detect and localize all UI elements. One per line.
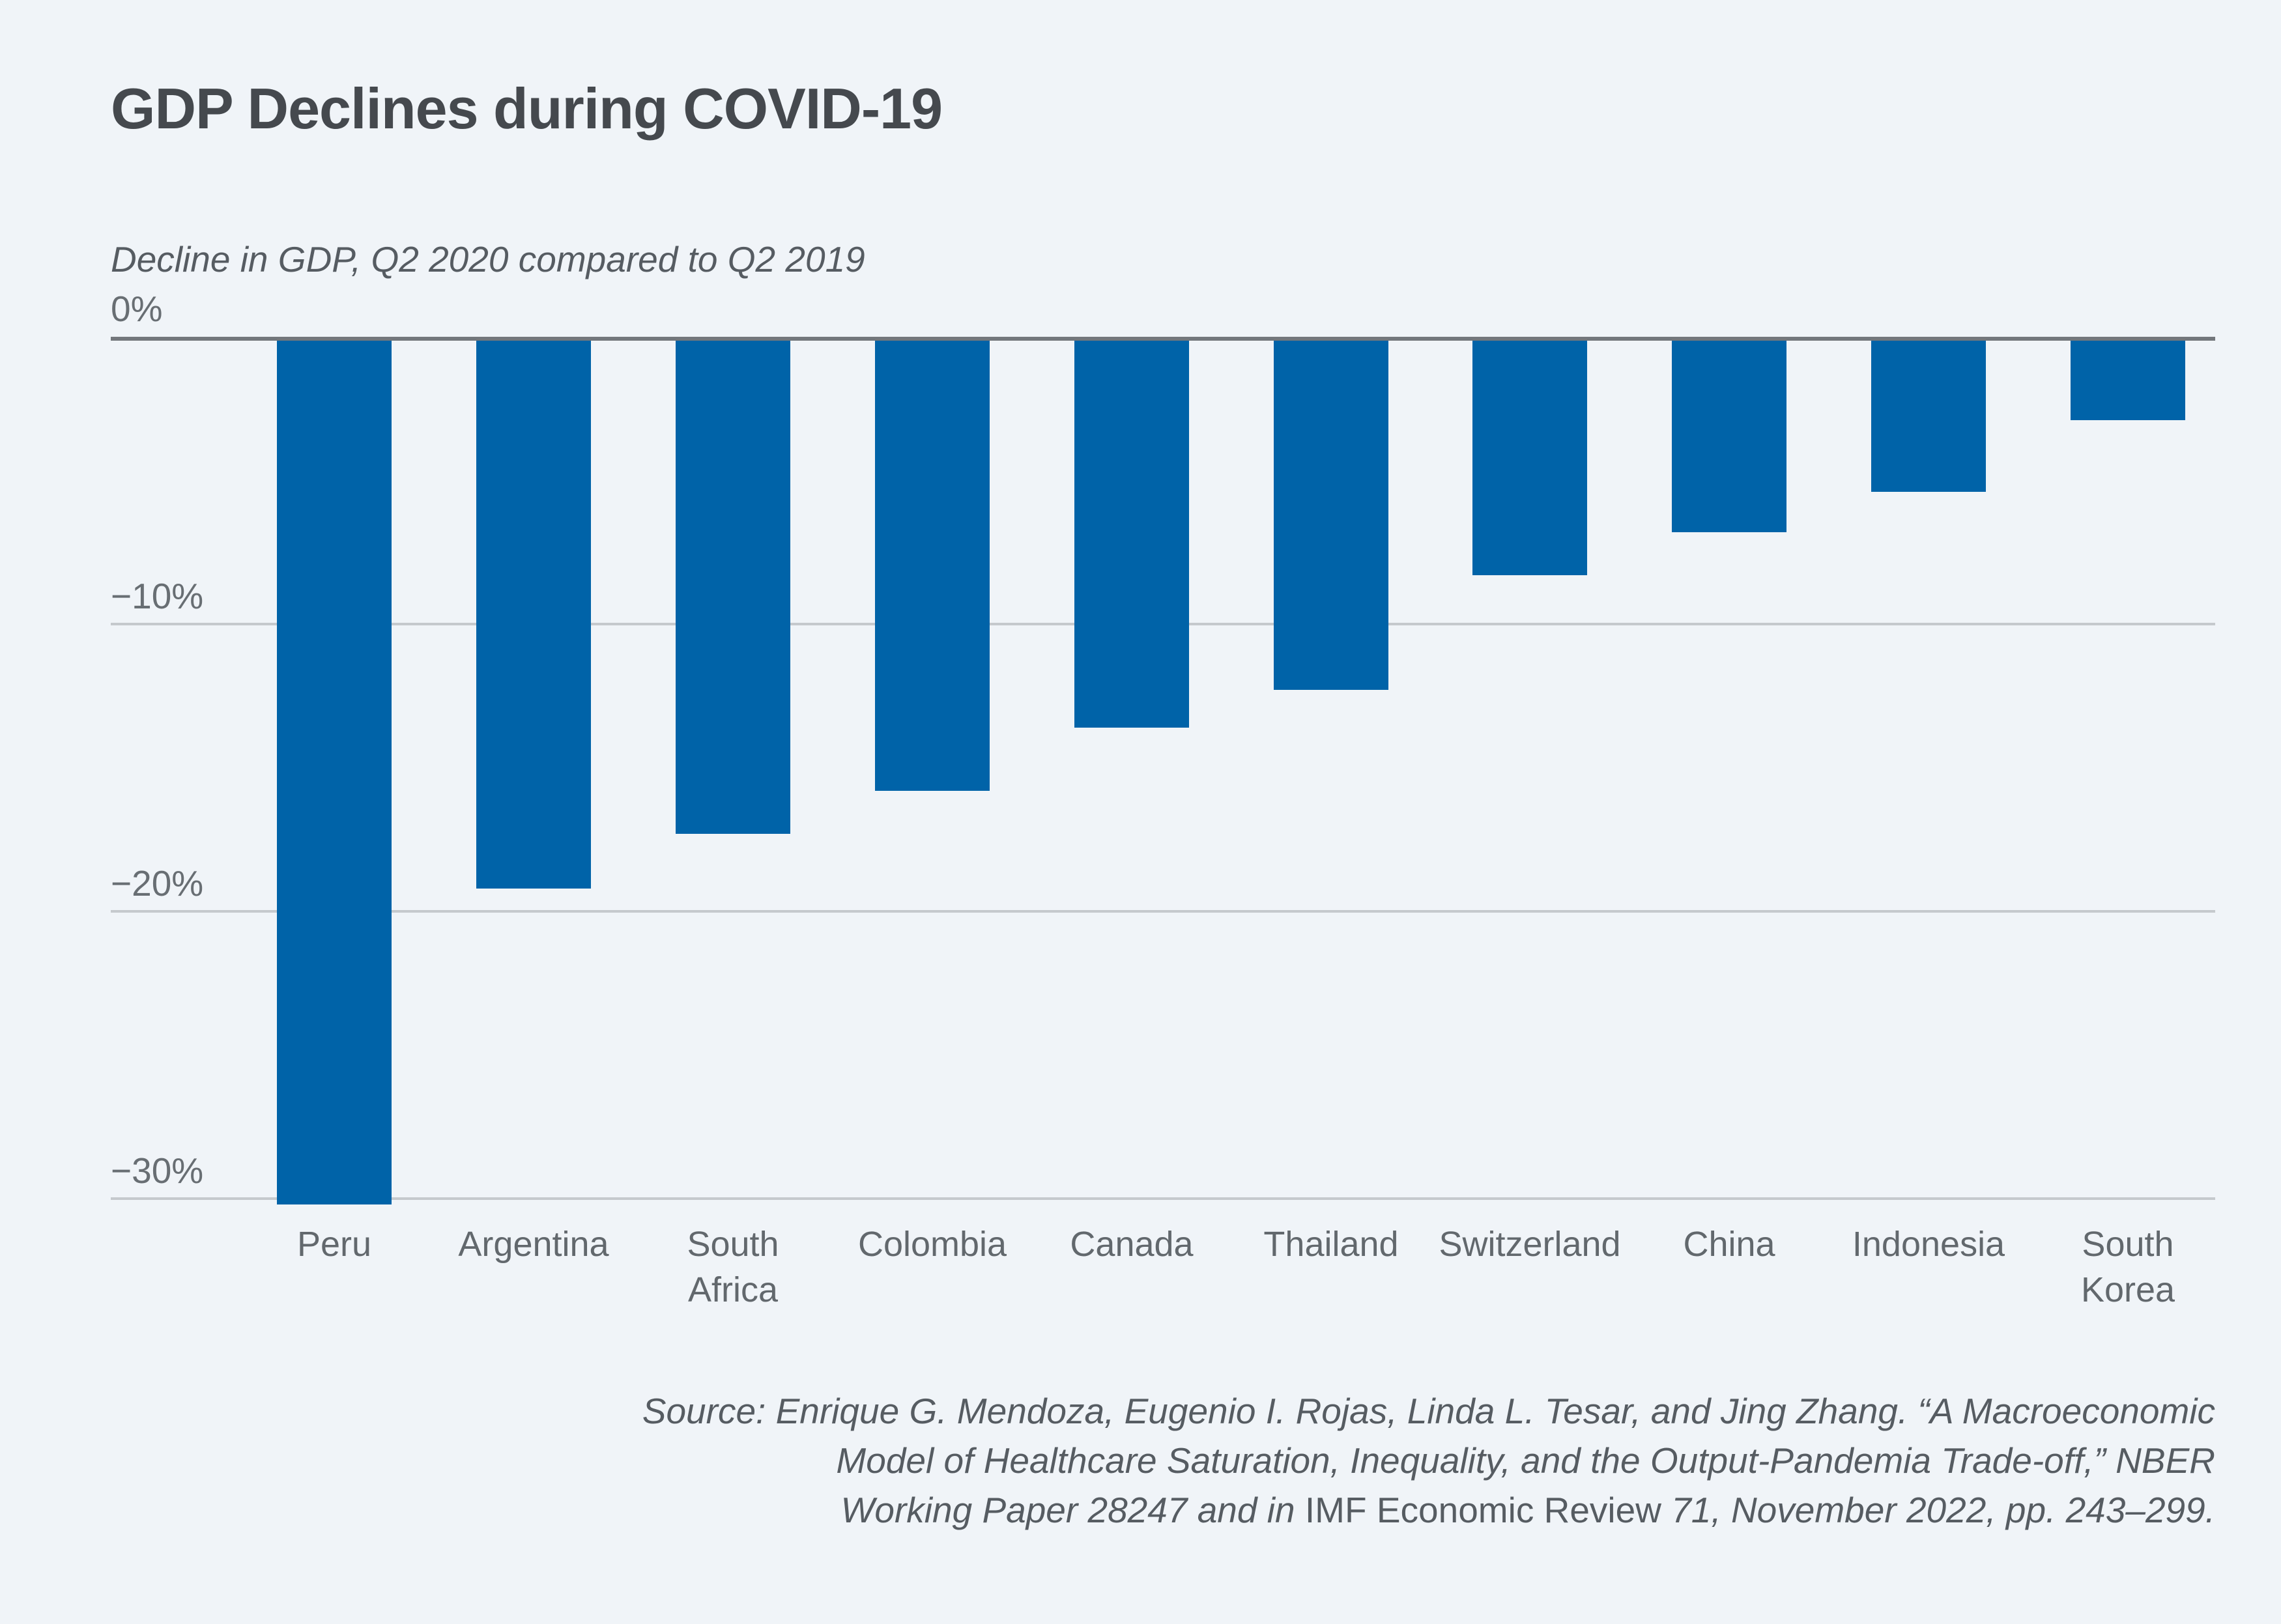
gridline-minus-30pct bbox=[111, 1197, 2215, 1200]
y-tick-label-0pct: 0% bbox=[111, 289, 163, 329]
gridline-minus-20pct bbox=[111, 910, 2215, 913]
y-tick-label-minus-30pct: −30% bbox=[111, 1150, 204, 1191]
bar-south-korea bbox=[2071, 337, 2185, 420]
source-note-journal-name: IMF Economic Review bbox=[1304, 1490, 1661, 1530]
y-tick-label-minus-20pct: −20% bbox=[111, 863, 204, 904]
chart-plot-area: 0% −10% −20% −30% Peru Argentina South Africa Co… bbox=[111, 289, 2215, 1309]
zero-axis-line bbox=[111, 337, 2215, 341]
chart-title: GDP Declines during COVID-19 bbox=[111, 76, 943, 141]
source-note-line-3: Working Paper 28247 and in IMF Economic … bbox=[456, 1485, 2215, 1535]
x-tick-label-argentina: Argentina bbox=[458, 1225, 609, 1264]
bar-china bbox=[1672, 337, 1786, 532]
x-tick-label-peru: Peru bbox=[296, 1225, 372, 1264]
bar-south-africa bbox=[676, 337, 790, 834]
x-tick-label-canada: Canada bbox=[1070, 1225, 1194, 1264]
bar-switzerland bbox=[1472, 337, 1587, 575]
bar-peru bbox=[277, 337, 392, 1204]
bar-thailand bbox=[1274, 337, 1388, 690]
x-tick-label-thailand: Thailand bbox=[1263, 1225, 1399, 1264]
bar-argentina bbox=[476, 337, 591, 889]
x-tick-label-south-korea: South Korea bbox=[2080, 1225, 2175, 1309]
source-note-line-2: Model of Healthcare Saturation, Inequali… bbox=[836, 1440, 2215, 1481]
bar-colombia bbox=[875, 337, 990, 791]
y-tick-label-minus-10pct: −10% bbox=[111, 576, 204, 616]
source-note-line-3-post: 71, November 2022, pp. 243–299. bbox=[1661, 1490, 2215, 1530]
x-tick-label-china: China bbox=[1683, 1225, 1775, 1264]
source-note: Source: Enrique G. Mendoza, Eugenio I. R… bbox=[456, 1386, 2215, 1535]
source-note-line-1: Source: Enrique G. Mendoza, Eugenio I. R… bbox=[642, 1391, 2215, 1431]
x-tick-label-switzerland: Switzerland bbox=[1439, 1225, 1621, 1264]
x-tick-label-indonesia: Indonesia bbox=[1852, 1225, 2005, 1264]
source-note-line-3-pre: Working Paper 28247 and in bbox=[840, 1490, 1305, 1530]
bar-canada bbox=[1074, 337, 1189, 728]
chart-subtitle: Decline in GDP, Q2 2020 compared to Q2 2… bbox=[111, 239, 865, 279]
x-tick-label-colombia: Colombia bbox=[857, 1225, 1007, 1264]
x-tick-label-south-africa: South Africa bbox=[687, 1225, 779, 1309]
bar-indonesia bbox=[1871, 337, 1986, 492]
